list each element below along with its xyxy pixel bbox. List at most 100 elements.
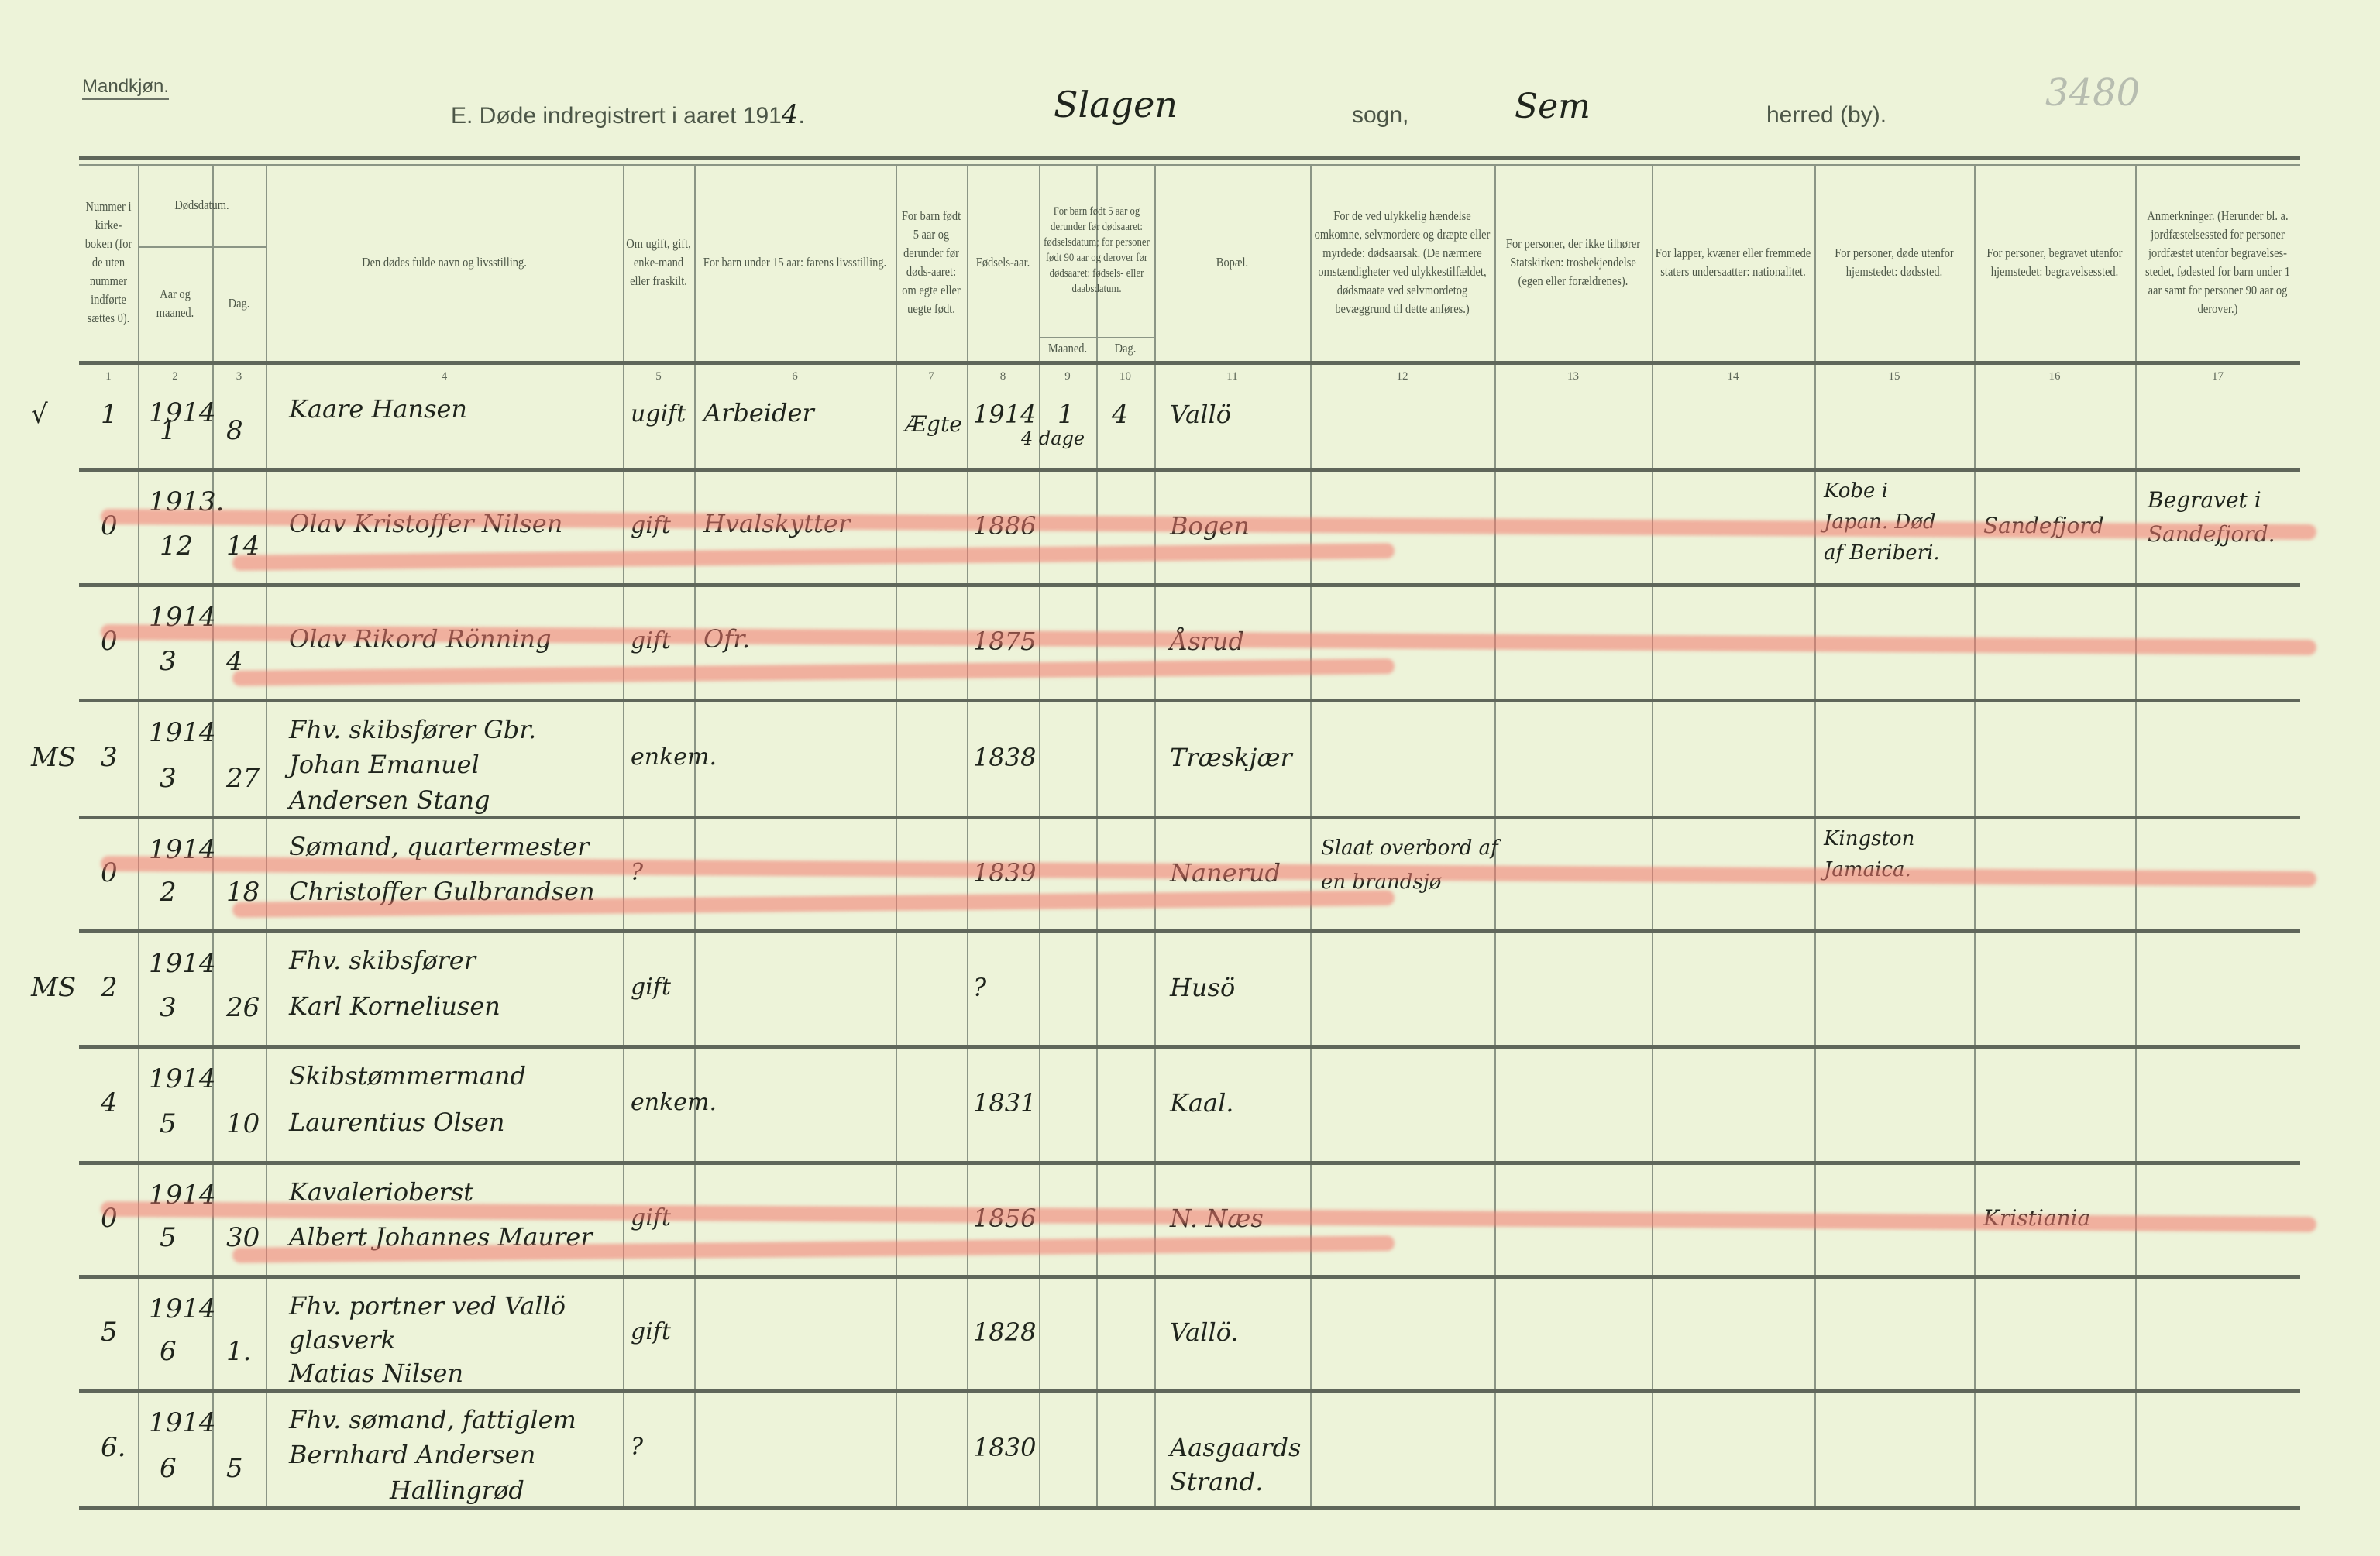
death-month: 3 [160,763,177,794]
column-header-4: Den dødes fulde navn og livsstilling. [362,255,527,270]
row-divider [79,361,2300,365]
deceased-name-line: Andersen Stang [289,785,490,815]
column-divider [1652,166,1653,1506]
death-month: 6 [160,1453,177,1484]
column-header-2: Aar og maaned. [156,287,194,320]
death-month: 12 [160,531,194,562]
death-day: 5 [226,1453,243,1484]
death-year: 1914 [149,397,216,428]
deceased-name-line: Fhv. skibsfører Gbr. [289,715,537,744]
birth-date-subrule [1039,337,1154,338]
remarks: Begravet i Sandefjord. [2148,487,2275,547]
residence: Aasgaards Strand. [1170,1432,1302,1496]
column-divider [1039,166,1040,1506]
parish-value: Slagen [1054,84,1178,125]
column-divider [1154,166,1156,1506]
entry-number: 5 [101,1316,118,1348]
row-divider [79,1161,2300,1165]
row-divider [79,1045,2300,1049]
death-month: 2 [160,877,177,908]
marital-status: ugift [631,400,686,428]
column-divider [266,166,267,1506]
column-header-14: For lapper, kvæner eller fremmede stater… [1655,246,1811,279]
column-divider [896,166,897,1506]
gender-label: Mandkjøn. [82,76,170,100]
deceased-name-line: Fhv. skibsfører [289,946,476,975]
deceased-name-line: Johan Emanuel [289,750,480,780]
column-divider [212,166,214,1506]
deceased-name-line: Fhv. portner ved Vallö [289,1291,566,1321]
column-header-15: For personer, døde utenfor hjemstedet: d… [1835,246,1954,279]
deceased-name-line: Laurentius Olsen [289,1108,505,1137]
column-number-1: 1 [105,370,112,383]
row-divider [79,699,2300,702]
column-divider [2135,166,2137,1506]
column-header-7: For barn født 5 aar og derunder før døds… [901,208,961,316]
marital-status: gift [631,973,671,1001]
column-header-13: For personer, der ikke tilhører Statskir… [1505,236,1641,288]
column-divider [623,166,624,1506]
title-prefix: E. Døde indregistrert i aaret 191 [451,103,782,129]
column-number-2: 2 [172,370,178,383]
entry-number: 6. [101,1431,126,1463]
death-day: 27 [226,763,260,794]
death-day: 26 [226,992,260,1023]
residence: Vallö [1170,400,1231,429]
column-header-17: Anmerkninger. (Herunder bl. a. jordfæste… [2145,208,2290,316]
column-number-13: 13 [1567,370,1579,383]
district-value: Sem [1515,87,1591,126]
column-number-11: 11 [1226,370,1238,383]
marital-status: enkem. [631,1089,717,1116]
row-divider [79,1275,2300,1279]
column-header-6: For barn under 15 aar: farens livsstilli… [703,255,887,270]
column-number-7: 7 [928,370,934,383]
marital-status: ? [631,1433,644,1461]
column-header-9: Maaned. [1047,341,1088,356]
red-strikethrough [232,542,1395,571]
column-number-6: 6 [792,370,798,383]
row-divider [79,583,2300,587]
column-divider [1096,166,1098,1506]
column-header-10: Dag. [1114,341,1137,356]
deceased-name-line: Kaare Hansen [289,394,468,424]
column-header-1: Nummer i kirke-boken (for de uten nummer… [84,199,132,325]
deceased-name-line: Kavalerioberst [289,1177,474,1207]
death-month: 5 [160,1108,177,1139]
deceased-name-line: Bernhard Andersen [289,1440,536,1470]
birth-year: 1838 [973,742,1037,772]
deceased-name-line: Fhv. sømand, fattiglem [289,1405,576,1434]
column-divider [1310,166,1312,1506]
column-divider [1814,166,1816,1506]
margin-mark: MS [31,971,77,1003]
death-date-header: Dødsdatum. [174,198,229,212]
entry-number: 1 [101,399,118,430]
death-month: 5 [160,1222,177,1253]
death-year: 1914 [149,717,216,748]
deceased-name-line: Skibstømmermand [289,1061,527,1091]
birth-year: ? [973,972,987,1002]
column-divider [1494,166,1496,1506]
death-day: 8 [226,415,243,446]
death-day: 4 [226,646,243,677]
deceased-name-line: Sømand, quartermester [289,832,590,861]
archive-number: 3480 [2045,71,2141,115]
entry-number: 3 [101,741,118,773]
column-header-16: For personer, begravet utenfor hjemstede… [1986,246,2123,279]
column-number-14: 14 [1727,370,1739,383]
birth-month: 1 [1058,399,1075,430]
district-label: herred (by). [1766,102,1887,128]
row-divider [79,1389,2300,1393]
red-strikethrough [232,658,1395,686]
column-number-10: 10 [1119,370,1131,383]
register-title: E. Døde indregistrert i aaret 1914. [451,99,805,130]
column-divider [694,166,696,1506]
column-number-4: 4 [441,370,448,383]
title-year-digit: 4 [781,99,799,130]
deceased-name-line: Matias Nilsen [289,1358,464,1389]
deceased-name-line: Hallingrød [390,1475,524,1505]
birth-day: 4 [1112,399,1129,430]
death-year: 1914 [149,1407,216,1438]
father-occupation: Arbeider [703,398,814,428]
death-day: 10 [226,1108,260,1139]
